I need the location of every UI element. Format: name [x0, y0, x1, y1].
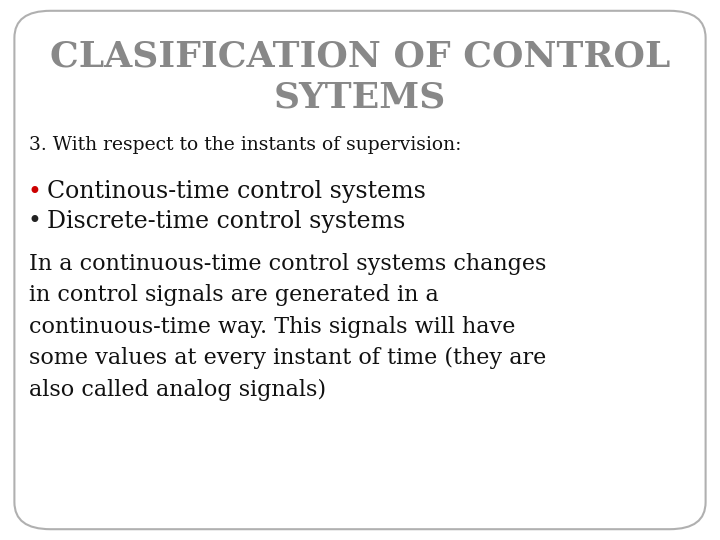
- Text: SYTEMS: SYTEMS: [274, 80, 446, 114]
- FancyBboxPatch shape: [14, 11, 706, 529]
- Text: CLASIFICATION OF CONTROL: CLASIFICATION OF CONTROL: [50, 40, 670, 73]
- Text: •: •: [27, 180, 41, 204]
- Text: Continous-time control systems: Continous-time control systems: [47, 180, 426, 203]
- Text: 3. With respect to the instants of supervision:: 3. With respect to the instants of super…: [29, 136, 462, 154]
- Text: In a continuous-time control systems changes
in control signals are generated in: In a continuous-time control systems cha…: [29, 253, 546, 401]
- Text: •: •: [27, 210, 41, 233]
- Text: Discrete-time control systems: Discrete-time control systems: [47, 210, 405, 233]
